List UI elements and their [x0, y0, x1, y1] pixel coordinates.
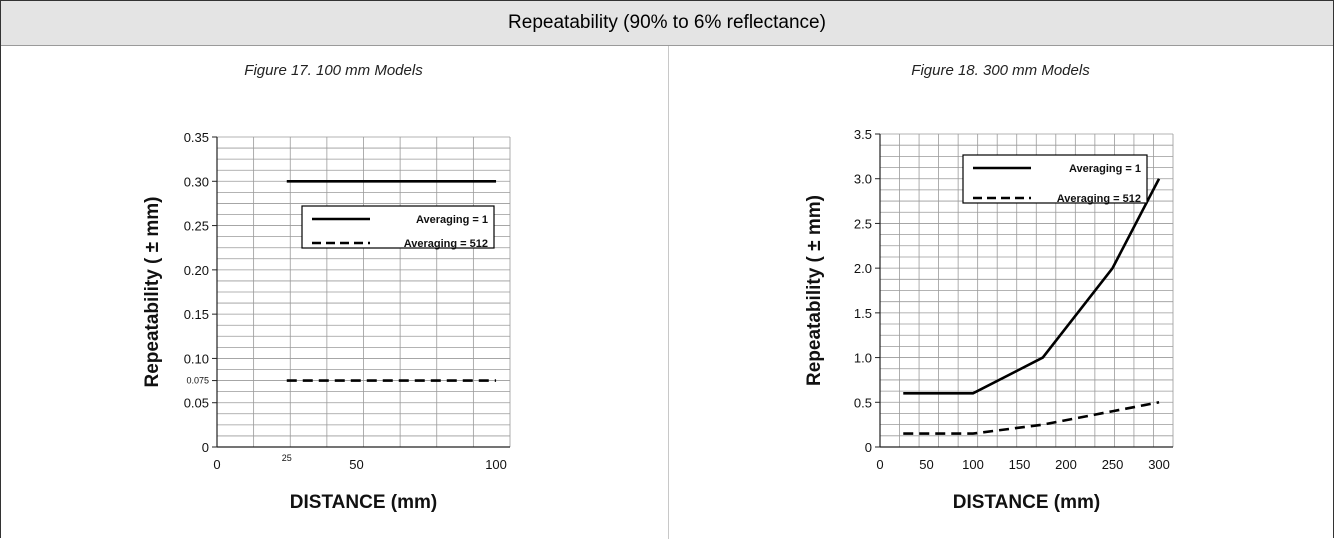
legend-label: Averaging = 512 [1057, 193, 1141, 205]
y-tick-label: 0.15 [184, 307, 209, 322]
y-tick-label: 0.5 [854, 395, 872, 410]
y-axis-title: Repeatability ( ± mm) [804, 195, 825, 386]
x-tick-label: 0 [213, 457, 220, 472]
y-tick-label: 0.075 [186, 376, 209, 386]
x-tick-label: 0 [876, 457, 883, 472]
x-tick-label: 200 [1055, 457, 1077, 472]
y-tick-label: 0.25 [184, 219, 209, 234]
y-tick-label: 1.5 [854, 306, 872, 321]
y-tick-label: 0.05 [184, 396, 209, 411]
y-tick-label: 0.10 [184, 351, 209, 366]
series-line-averaging-1 [903, 178, 1161, 395]
chart-1: 0 0.05 0.075 0.10 0.15 0.20 0.25 0.30 0.35 0 25 50 1… [142, 130, 511, 513]
x-tick-label: 50 [349, 457, 363, 472]
x-axis-title: DISTANCE (mm) [290, 492, 437, 513]
column-divider [668, 46, 669, 539]
x-tick-label: 100 [962, 457, 984, 472]
y-tick-label: 0.20 [184, 263, 209, 278]
x-tick-label: 50 [919, 457, 933, 472]
y-tick-label: 2.5 [854, 216, 872, 231]
y-tick-label: 3.0 [854, 172, 872, 187]
y-tick-label: 0 [865, 440, 872, 455]
x-tick-label: 250 [1102, 457, 1124, 472]
series-line-averaging-512 [903, 401, 1160, 435]
x-tick-label: 300 [1148, 457, 1170, 472]
y-tick-label: 0.35 [184, 130, 209, 145]
x-tick-label: 25 [282, 453, 292, 463]
figure-caption-right: Figure 18. 300 mm Models [911, 62, 1090, 79]
legend-box [962, 154, 1148, 204]
y-tick-label: 0 [202, 440, 209, 455]
y-tick-label: 2.0 [854, 261, 872, 276]
legend-label: Averaging = 512 [404, 238, 488, 250]
legend-box [301, 205, 495, 249]
x-tick-label: 150 [1009, 457, 1031, 472]
chart-2: 0 0.5 1.0 1.5 2.0 2.5 3.0 3.5 0 50 100 150 200 250 300… [804, 127, 1174, 513]
figure-caption-left: Figure 17. 100 mm Models [244, 62, 423, 79]
y-tick-label: 0.30 [184, 174, 209, 189]
x-tick-label: 100 [485, 457, 507, 472]
x-axis-title: DISTANCE (mm) [953, 492, 1100, 513]
section-title: Repeatability (90% to 6% reflectance) [508, 12, 826, 33]
legend: Averaging = 1 Averaging = 512 [962, 154, 1148, 205]
section-header: Repeatability (90% to 6% reflectance) [1, 1, 1333, 46]
y-axis-title: Repeatability ( ± mm) [142, 197, 163, 388]
legend: Averaging = 1 Averaging = 512 [301, 205, 495, 250]
y-tick-label: 3.5 [854, 127, 872, 142]
y-tick-label: 1.0 [854, 351, 872, 366]
legend-label: Averaging = 1 [1069, 163, 1141, 175]
legend-label: Averaging = 1 [416, 214, 488, 226]
